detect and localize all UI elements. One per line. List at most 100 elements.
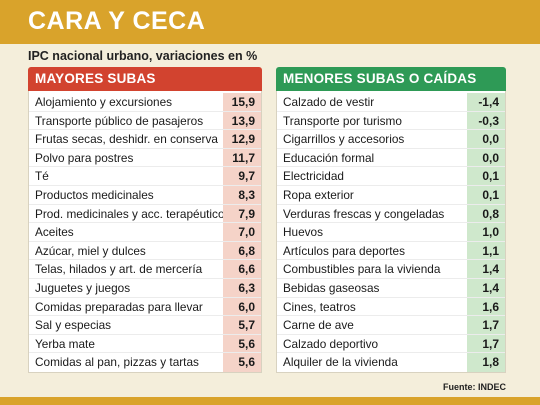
table-row: Artículos para deportes 1,1 xyxy=(277,241,505,261)
row-label: Calzado de vestir xyxy=(283,95,375,109)
row-label: Ropa exterior xyxy=(283,187,354,202)
row-value: 5,6 xyxy=(223,353,261,372)
row-value: 0,1 xyxy=(467,185,505,204)
row-label: Polvo para postres xyxy=(35,150,134,165)
table-row: Ropa exterior 0,1 xyxy=(277,185,505,205)
table-row: Productos medicinales 8,3 xyxy=(29,185,261,205)
table-row: Alquiler de la vivienda 1,8 xyxy=(277,353,505,372)
row-value: 7,9 xyxy=(223,204,261,223)
row-label: Productos medicinales xyxy=(35,187,154,202)
table-row: Aceites 7,0 xyxy=(29,223,261,242)
table-row: Té 9,7 xyxy=(29,167,261,186)
row-label: Verduras frescas y congeladas xyxy=(283,206,445,221)
menores-subas-table: Calzado de vestir -1,4 Transporte por turi… xyxy=(276,91,506,373)
row-value: 6,8 xyxy=(223,241,261,260)
row-label: Comidas preparadas para llevar xyxy=(35,299,203,314)
row-label: Combustibles para la vivienda xyxy=(283,262,441,277)
table-row: Comidas preparadas para llevar 6,0 xyxy=(29,297,261,317)
table-row: Electricidad 0,1 xyxy=(277,167,505,186)
menores-subas-panel: MENORES SUBAS O CAÍDAS Calzado de vestir… xyxy=(276,67,506,379)
table-row: Alojamiento y excursiones 15,9 xyxy=(29,93,261,112)
row-label: Prod. medicinales y acc. terapéuticos xyxy=(35,206,223,221)
table-row: Prod. medicinales y acc. terapéuticos 7,9 xyxy=(29,204,261,224)
table-row: Azúcar, miel y dulces 6,8 xyxy=(29,241,261,261)
row-value: 13,9 xyxy=(223,111,261,130)
row-label: Carne de ave xyxy=(283,318,354,333)
row-label: Cigarrillos y accesorios xyxy=(283,132,405,147)
row-value: 6,6 xyxy=(223,260,261,278)
row-value: 8,3 xyxy=(223,185,261,204)
mayores-subas-table: Alojamiento y excursiones 15,9 Transporte … xyxy=(28,91,262,373)
table-row: Calzado deportivo 1,7 xyxy=(277,334,505,354)
mayores-subas-header: MAYORES SUBAS xyxy=(28,67,262,91)
page-title: CARA Y CECA xyxy=(28,7,206,35)
row-label: Frutas secas, deshidr. en conserva xyxy=(35,132,218,147)
row-label: Telas, hilados y art. de mercería xyxy=(35,262,203,277)
row-value: -0,3 xyxy=(467,111,505,130)
chart-subtitle: IPC nacional urbano, variaciones en % xyxy=(28,49,258,63)
row-value: 6,0 xyxy=(223,297,261,316)
row-label: Juguetes y juegos xyxy=(35,280,131,295)
row-value: 1,4 xyxy=(467,278,505,297)
table-row: Bebidas gaseosas 1,4 xyxy=(277,278,505,298)
row-value: 11,7 xyxy=(223,148,261,167)
row-label: Yerba mate xyxy=(35,336,95,351)
row-value: 0,1 xyxy=(467,167,505,185)
source-note: Fuente: INDEC xyxy=(443,382,506,392)
table-row: Polvo para postres 11,7 xyxy=(29,148,261,168)
row-label: Transporte por turismo xyxy=(283,113,402,128)
mayores-subas-panel: MAYORES SUBAS Alojamiento y excursiones 1… xyxy=(28,67,262,379)
row-label: Azúcar, miel y dulces xyxy=(35,243,146,258)
table-row: Educación formal 0,0 xyxy=(277,148,505,168)
bottom-bar xyxy=(0,397,540,405)
row-value: 1,1 xyxy=(467,241,505,260)
row-label: Aceites xyxy=(35,225,74,240)
row-value: 1,0 xyxy=(467,223,505,241)
row-label: Calzado deportivo xyxy=(283,336,379,351)
row-value: 0,0 xyxy=(467,148,505,167)
table-row: Telas, hilados y art. de mercería 6,6 xyxy=(29,260,261,279)
row-label: Té xyxy=(35,169,49,184)
table-row: Calzado de vestir -1,4 xyxy=(277,93,505,112)
table-row: Transporte público de pasajeros 13,9 xyxy=(29,111,261,131)
row-value: 1,4 xyxy=(467,260,505,278)
row-value: 1,7 xyxy=(467,316,505,334)
row-value: 9,7 xyxy=(223,167,261,185)
table-row: Sal y especias 5,7 xyxy=(29,316,261,335)
row-label: Alquiler de la vivienda xyxy=(283,355,398,370)
row-value: 7,0 xyxy=(223,223,261,241)
table-row: Frutas secas, deshidr. en conserva 12,9 xyxy=(29,130,261,149)
row-label: Educación formal xyxy=(283,150,375,165)
row-value: 1,7 xyxy=(467,334,505,353)
row-label: Artículos para deportes xyxy=(283,243,405,258)
row-value: 6,3 xyxy=(223,278,261,297)
row-label: Alojamiento y excursiones xyxy=(35,95,173,109)
title-banner: CARA Y CECA xyxy=(0,0,540,44)
row-value: 5,7 xyxy=(223,316,261,334)
row-value: -1,4 xyxy=(467,93,505,111)
row-label: Transporte público de pasajeros xyxy=(35,113,204,128)
table-row: Juguetes y juegos 6,3 xyxy=(29,278,261,298)
menores-subas-header: MENORES SUBAS O CAÍDAS xyxy=(276,67,506,91)
row-value: 12,9 xyxy=(223,130,261,148)
table-row: Verduras frescas y congeladas 0,8 xyxy=(277,204,505,224)
row-label: Huevos xyxy=(283,225,323,240)
table-row: Carne de ave 1,7 xyxy=(277,316,505,335)
row-label: Sal y especias xyxy=(35,318,112,333)
row-value: 1,8 xyxy=(467,353,505,372)
row-value: 0,8 xyxy=(467,204,505,223)
row-label: Electricidad xyxy=(283,169,344,184)
row-label: Bebidas gaseosas xyxy=(283,280,380,295)
row-value: 15,9 xyxy=(223,93,261,111)
row-label: Comidas al pan, pizzas y tartas xyxy=(35,355,199,370)
row-value: 5,6 xyxy=(223,334,261,353)
table-row: Transporte por turismo -0,3 xyxy=(277,111,505,131)
row-value: 0,0 xyxy=(467,130,505,148)
table-row: Cigarrillos y accesorios 0,0 xyxy=(277,130,505,149)
table-row: Comidas al pan, pizzas y tartas 5,6 xyxy=(29,353,261,372)
table-row: Combustibles para la vivienda 1,4 xyxy=(277,260,505,279)
table-row: Yerba mate 5,6 xyxy=(29,334,261,354)
table-row: Cines, teatros 1,6 xyxy=(277,297,505,317)
row-value: 1,6 xyxy=(467,297,505,316)
table-row: Huevos 1,0 xyxy=(277,223,505,242)
